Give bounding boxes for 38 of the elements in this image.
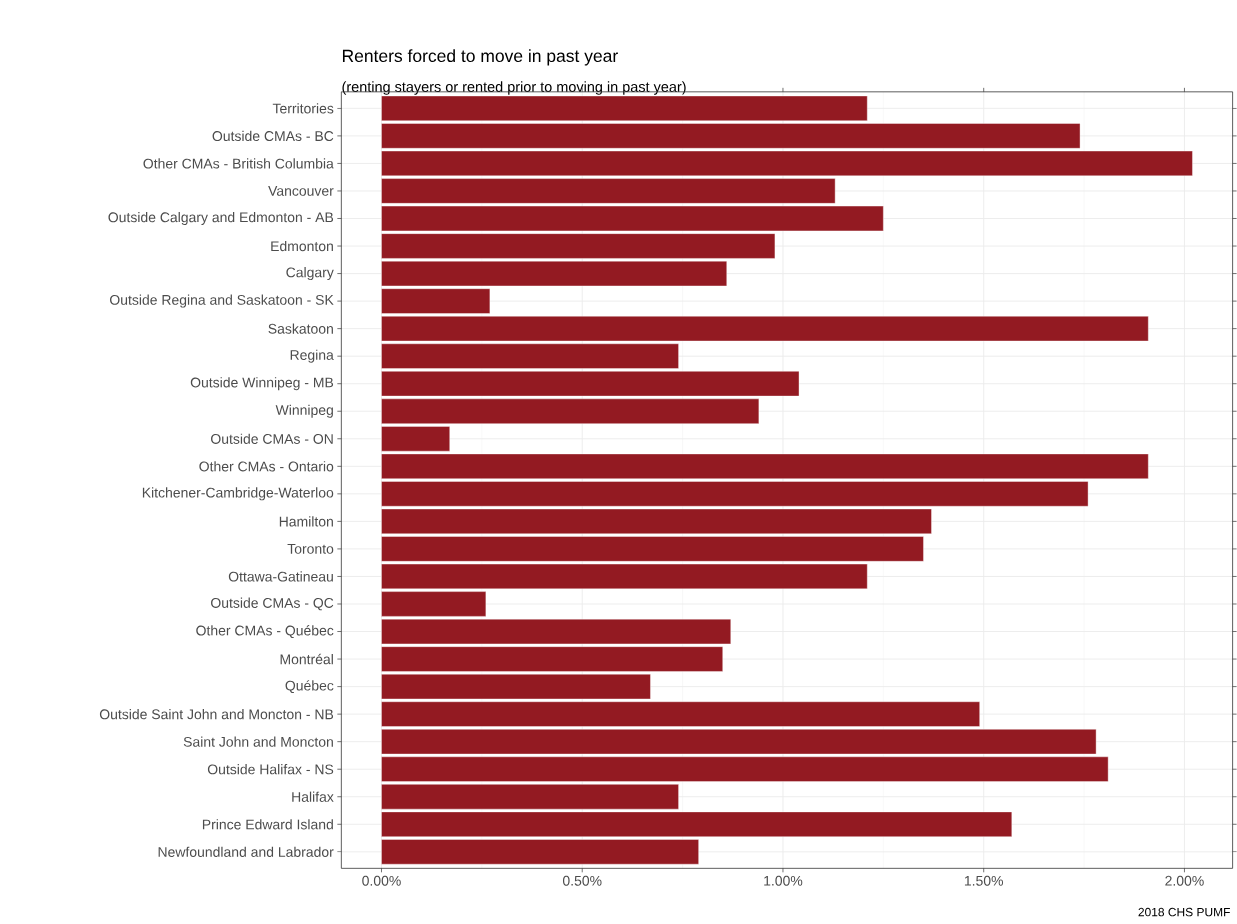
y-tick-label: Outside Regina and Saskatoon - SK [110, 294, 334, 308]
y-tick-label: Other CMAs - Ontario [199, 461, 334, 472]
y-tick-label: Montréal [280, 653, 333, 665]
y-tick-label: Calgary [286, 266, 334, 280]
y-tick-label: Québec [285, 680, 334, 693]
y-tick-label: Outside Halifax - NS [207, 763, 334, 775]
x-tick-label: 1.50% [964, 875, 1004, 886]
y-tick-label: Hamilton [279, 516, 333, 527]
chart-subtitle: (renting stayers or rented prior to moving in past year) [342, 81, 686, 95]
text: 2018 CHS PUMF [1138, 907, 1230, 917]
x-tick-label: 1.00% [764, 875, 803, 886]
y-tick-label: Toronto [287, 543, 334, 554]
y-tick-label: Outside Winnipeg - MB [190, 377, 334, 391]
y-tick-label: Prince Edward Island [202, 819, 333, 830]
x-tick-label: 0.50% [562, 875, 602, 886]
y-tick-label: Ottawa-Gatineau [228, 571, 333, 582]
y-tick-label: Outside CMAs - BC [212, 130, 334, 141]
bar [381, 95, 868, 121]
y-tick-label: Winnipeg [275, 404, 333, 418]
y-tick-label: Newfoundland and Labrador [158, 846, 334, 857]
y-tick-label: Vancouver [268, 186, 334, 196]
y-tick-label: Outside CMAs - QC [211, 597, 334, 611]
y-tick-label: Saskatoon [268, 323, 333, 334]
y-tick-label: Regina [290, 349, 334, 363]
y-tick-label: Territories [272, 103, 334, 114]
y-tick-label: Outside CMAs - ON [211, 433, 333, 444]
x-tick-label: 2.00% [1165, 875, 1204, 886]
y-tick-label: Outside Calgary and Edmonton - AB [108, 211, 334, 225]
x-tick-label: 0.00% [362, 875, 401, 886]
y-tick-label: Outside Saint John and Moncton - NB [99, 708, 334, 720]
bar [381, 839, 699, 865]
y-tick-label: Halifax [292, 791, 334, 802]
chart-title: Renters forced to move in past year [342, 49, 618, 66]
y-tick-label: Saint John and Moncton [183, 736, 333, 747]
y-tick-label: Kitchener-Cambridge-Waterloo [142, 487, 334, 501]
y-tick-label: Edmonton [271, 240, 333, 252]
y-tick-label: Other CMAs - British Columbia [143, 158, 334, 169]
y-tick-label: Other CMAs - Québec [196, 624, 334, 638]
